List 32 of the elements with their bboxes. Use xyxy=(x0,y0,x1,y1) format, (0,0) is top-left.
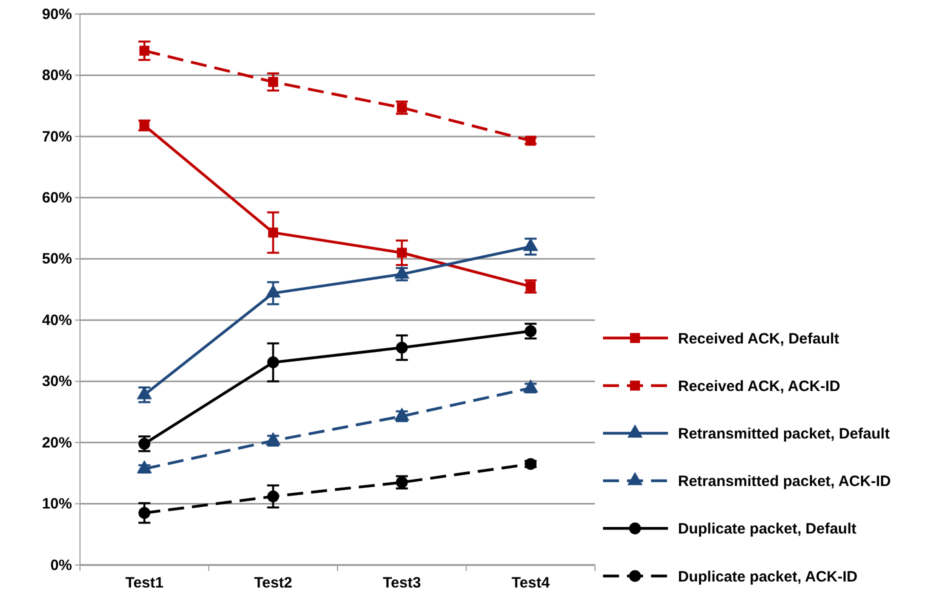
point xyxy=(526,136,536,146)
y-tick-label: 0% xyxy=(50,556,72,574)
legend-label: Received ACK, Default xyxy=(678,330,840,348)
point xyxy=(267,356,280,368)
legend-label: Retransmitted packet, ACK-ID xyxy=(678,473,891,490)
legend-label: Received ACK, ACK-ID xyxy=(678,378,840,395)
point xyxy=(138,507,150,519)
y-tick-label: 60% xyxy=(42,189,72,206)
x-tick-label: Test2 xyxy=(254,574,292,592)
point xyxy=(267,490,280,502)
legend-label: Duplicate packet, ACK-ID xyxy=(678,568,858,586)
point xyxy=(138,438,150,450)
point xyxy=(524,325,537,338)
point xyxy=(268,228,278,238)
x-tick-label: Test3 xyxy=(382,574,421,592)
y-tick-label: 40% xyxy=(42,312,72,329)
y-tick-label: 90% xyxy=(42,6,72,23)
y-tick-label: 20% xyxy=(42,434,72,452)
legend-label: Duplicate packet, Default xyxy=(678,520,856,538)
point xyxy=(268,76,278,87)
point xyxy=(526,281,536,292)
y-tick-label: 10% xyxy=(42,496,72,513)
x-tick-label: Test4 xyxy=(512,574,550,592)
legend-label: Retransmitted packet, Default xyxy=(678,425,890,442)
point xyxy=(396,342,408,354)
point xyxy=(396,248,407,258)
y-tick-label: 30% xyxy=(42,373,72,390)
y-tick-label: 80% xyxy=(42,67,72,84)
y-tick-label: 70% xyxy=(42,128,72,146)
y-tick-label: 50% xyxy=(42,250,72,268)
x-tick-label: Test1 xyxy=(125,574,164,592)
point xyxy=(139,46,150,56)
